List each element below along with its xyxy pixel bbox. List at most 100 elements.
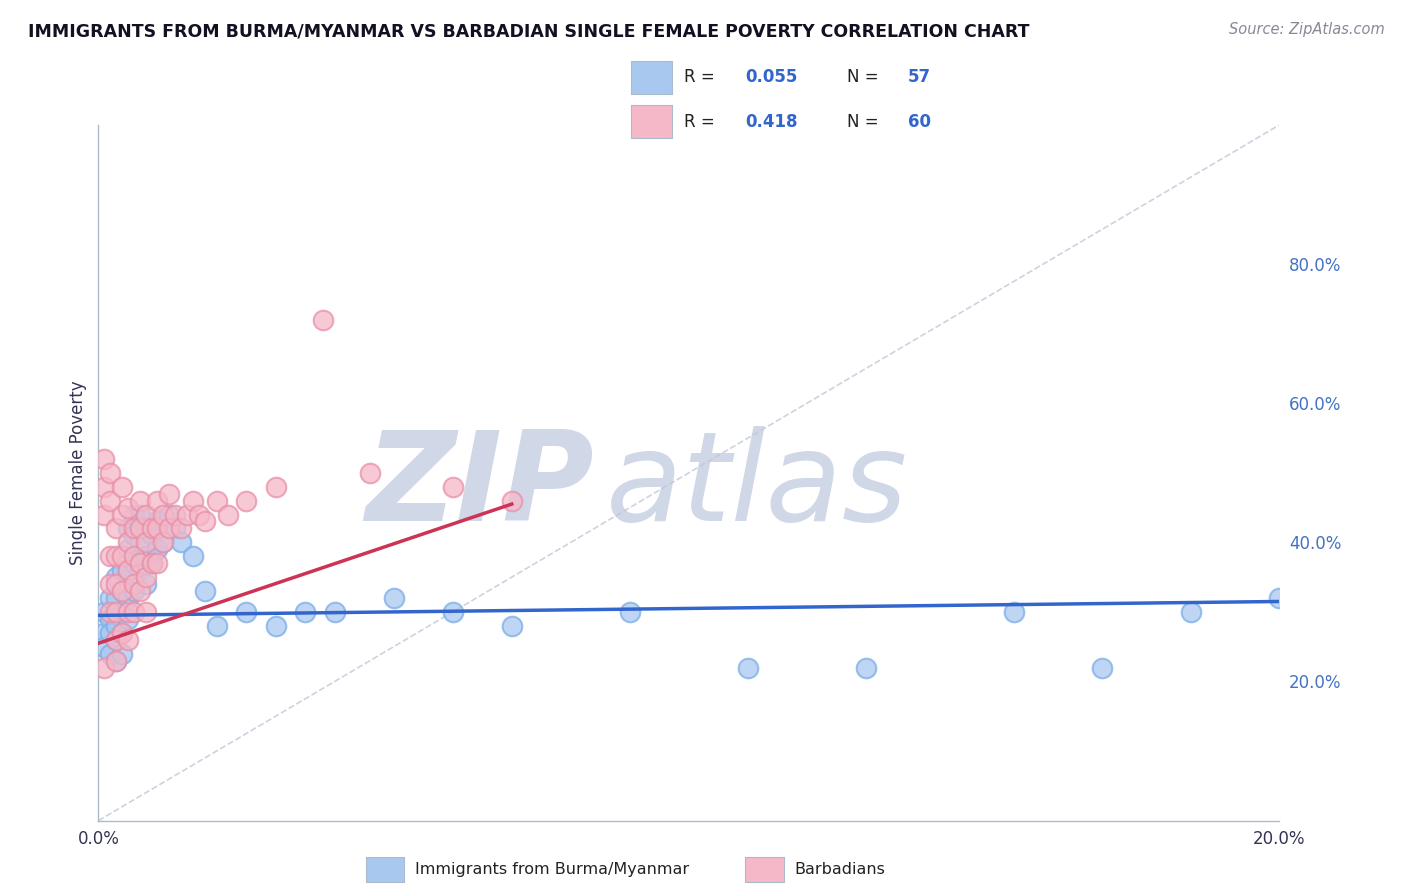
Point — [111, 647, 134, 661]
Point — [105, 521, 128, 535]
Text: Barbadians: Barbadians — [794, 863, 886, 877]
Point — [152, 535, 174, 549]
Point — [122, 556, 145, 570]
Point — [98, 466, 121, 480]
Point — [128, 584, 150, 599]
Point — [157, 521, 180, 535]
Point — [93, 640, 115, 654]
Point — [117, 563, 139, 577]
Point — [217, 508, 239, 522]
Point — [128, 521, 150, 535]
Point — [111, 584, 134, 599]
Point — [117, 521, 139, 535]
Point — [117, 612, 139, 626]
Text: IMMIGRANTS FROM BURMA/MYANMAR VS BARBADIAN SINGLE FEMALE POVERTY CORRELATION CHA: IMMIGRANTS FROM BURMA/MYANMAR VS BARBADI… — [28, 22, 1029, 40]
FancyBboxPatch shape — [745, 857, 785, 882]
Point — [1268, 591, 1291, 605]
Point — [181, 493, 204, 508]
Point — [98, 549, 121, 564]
Point — [105, 654, 128, 668]
Text: R =: R = — [683, 113, 720, 131]
Point — [264, 619, 287, 633]
Point — [111, 563, 134, 577]
Point — [135, 549, 157, 564]
FancyBboxPatch shape — [631, 105, 672, 138]
Point — [105, 654, 128, 668]
Text: N =: N = — [846, 69, 884, 87]
Text: Source: ZipAtlas.com: Source: ZipAtlas.com — [1229, 22, 1385, 37]
Point — [135, 577, 157, 591]
Point — [117, 605, 139, 619]
Point — [128, 535, 150, 549]
Point — [98, 577, 121, 591]
Point — [294, 605, 316, 619]
Point — [855, 660, 877, 674]
Point — [128, 563, 150, 577]
Point — [111, 480, 134, 494]
Point — [111, 625, 134, 640]
Point — [117, 632, 139, 647]
Point — [737, 660, 759, 674]
Point — [141, 556, 163, 570]
Point — [619, 605, 641, 619]
Point — [382, 591, 405, 605]
Text: atlas: atlas — [606, 426, 908, 547]
Point — [122, 549, 145, 564]
Point — [105, 632, 128, 647]
Point — [122, 584, 145, 599]
Point — [122, 605, 145, 619]
Point — [117, 535, 139, 549]
Point — [135, 521, 157, 535]
Point — [105, 619, 128, 633]
Point — [135, 570, 157, 584]
Point — [205, 619, 228, 633]
FancyBboxPatch shape — [366, 857, 405, 882]
Point — [111, 605, 134, 619]
Point — [128, 493, 150, 508]
Text: 60: 60 — [908, 113, 931, 131]
Point — [105, 570, 128, 584]
Point — [152, 535, 174, 549]
Point — [93, 660, 115, 674]
Point — [111, 584, 134, 599]
Point — [194, 584, 217, 599]
Point — [122, 508, 145, 522]
Point — [146, 493, 169, 508]
FancyBboxPatch shape — [631, 61, 672, 94]
Point — [359, 466, 381, 480]
Point — [93, 625, 115, 640]
Point — [98, 605, 121, 619]
Point — [141, 556, 163, 570]
Text: N =: N = — [846, 113, 884, 131]
Point — [117, 591, 139, 605]
Point — [152, 508, 174, 522]
Point — [117, 563, 139, 577]
Point — [146, 556, 169, 570]
Point — [146, 515, 169, 529]
Point — [98, 591, 121, 605]
Point — [264, 480, 287, 494]
Point — [98, 493, 121, 508]
Point — [98, 647, 121, 661]
Point — [157, 486, 180, 500]
Point — [111, 625, 134, 640]
Point — [1002, 605, 1025, 619]
Point — [146, 521, 169, 535]
Point — [146, 542, 169, 557]
Point — [187, 508, 209, 522]
Text: Immigrants from Burma/Myanmar: Immigrants from Burma/Myanmar — [415, 863, 689, 877]
Point — [135, 508, 157, 522]
Point — [105, 632, 128, 647]
Point — [141, 528, 163, 542]
Point — [441, 480, 464, 494]
Point — [98, 612, 121, 626]
Point — [98, 625, 121, 640]
Point — [105, 605, 128, 619]
Point — [141, 521, 163, 535]
Point — [501, 619, 523, 633]
Point — [122, 528, 145, 542]
Point — [122, 577, 145, 591]
Point — [93, 605, 115, 619]
Point — [235, 493, 257, 508]
Point — [105, 577, 128, 591]
